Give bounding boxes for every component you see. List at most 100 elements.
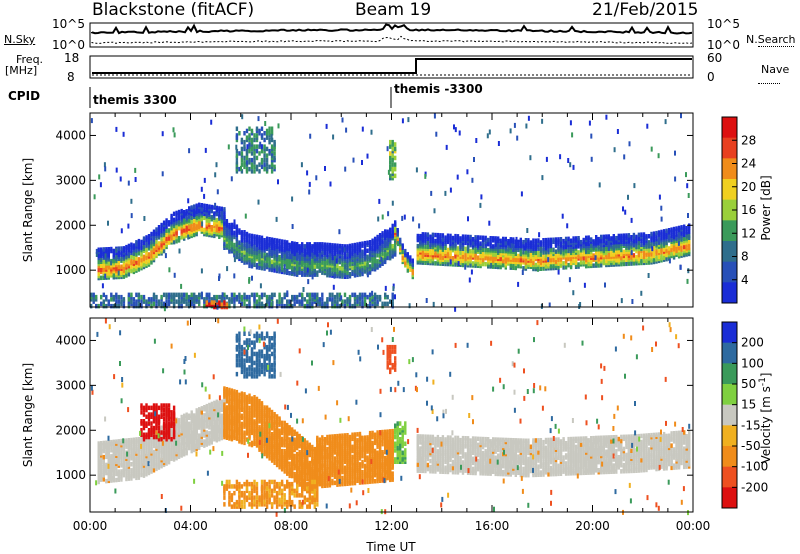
heatmap-cell [220,399,223,404]
heatmap-cell [235,153,239,158]
heatmap-cell [426,244,430,249]
heatmap-cell [371,294,374,300]
heatmap-cell [172,292,176,298]
heatmap-cell [150,231,153,237]
heatmap-cell [130,258,133,264]
heatmap-cell [278,238,281,244]
heatmap-cell [642,250,646,255]
heatmap-cell [110,246,113,252]
heatmap-cell [456,174,459,180]
heatmap-cell [185,209,188,214]
heatmap-cell [371,299,374,304]
heatmap-cell [177,430,181,435]
heatmap-cell [647,234,651,239]
heatmap-cell [130,462,133,467]
heatmap-cell [150,303,153,309]
heatmap-cell [668,258,671,264]
heatmap-cell [220,425,223,431]
heatmap-cell [258,235,261,240]
heatmap-cell [361,241,364,246]
heatmap-cell [340,295,343,301]
heatmap-cell [119,176,122,182]
heatmap-cell [195,203,198,208]
heatmap-cell [303,297,306,302]
heatmap-cell [170,213,173,219]
heatmap-cell [255,133,259,138]
heatmap-cell [243,440,246,446]
heatmap-cell [391,227,394,233]
heatmap-cell [117,264,120,270]
heatmap-cell [348,302,351,308]
heatmap-cell [228,397,231,403]
heatmap-cell [590,243,593,248]
heatmap-cell [394,166,397,172]
heatmap-cell [514,243,517,248]
heatmap-cell [541,118,544,124]
heatmap-cell [253,160,256,165]
heatmap-cell [263,162,266,167]
heatmap-cell [526,228,529,233]
heatmap-cell [127,438,131,443]
heatmap-cell [218,422,221,428]
heatmap-cell [230,432,234,438]
heatmap-cell [223,402,226,407]
heatmap-cell [517,239,520,245]
heatmap-cell [278,267,281,272]
heatmap-cell [240,169,244,174]
heatmap-cell [333,294,337,300]
heatmap-cell [250,151,254,156]
heatmap-cell [257,116,260,122]
heatmap-cell [331,297,334,302]
heatmap-cell [127,299,131,304]
heatmap-cell [213,294,216,300]
heatmap-cell [559,243,563,248]
heatmap-cell [353,294,357,300]
heatmap-cell [384,294,387,300]
heatmap-cell [404,257,407,262]
heatmap-cell [301,242,304,247]
heatmap-cell [250,241,254,247]
heatmap-cell [147,234,151,239]
heatmap-cell [296,242,299,247]
heatmap-cell [509,237,512,242]
heatmap-cell [228,222,231,228]
heatmap-cell [263,292,266,298]
heatmap-cell [652,249,656,255]
heatmap-cell [228,387,231,393]
heatmap-cell [617,233,620,239]
heatmap-cell [549,263,553,269]
heatmap-cell [548,302,551,308]
heatmap-cell [291,196,294,202]
heatmap-cell [240,429,244,435]
heatmap-cell [389,175,392,181]
heatmap-cell [210,119,213,125]
heatmap-cell [552,257,555,263]
heatmap-cell [454,262,457,267]
heatmap-cell [534,238,538,243]
heatmap-cell [265,240,269,245]
heatmap-cell [298,299,301,304]
heatmap-cell [351,265,354,270]
heatmap-cell [567,158,570,163]
heatmap-cell [687,193,690,198]
heatmap-cell [152,301,156,307]
heatmap-cell [607,234,610,239]
heatmap-cell [145,439,148,445]
heatmap-cell [424,244,427,249]
heatmap-cell [587,261,590,267]
heatmap-cell [243,301,246,307]
heatmap-cell [675,232,678,237]
heatmap-cell [142,299,146,304]
heatmap-cell [559,237,563,242]
heatmap-cell [115,439,118,444]
heatmap-cell [381,303,384,309]
heatmap-cell [200,227,203,232]
heatmap-cell [255,234,259,240]
heatmap-cell [132,445,136,451]
heatmap-cell [248,142,251,147]
heatmap-cell [233,413,236,418]
heatmap-cell [198,299,201,304]
heatmap-cell [445,144,448,150]
heatmap-cell [155,303,158,309]
heatmap-cell [378,233,382,238]
